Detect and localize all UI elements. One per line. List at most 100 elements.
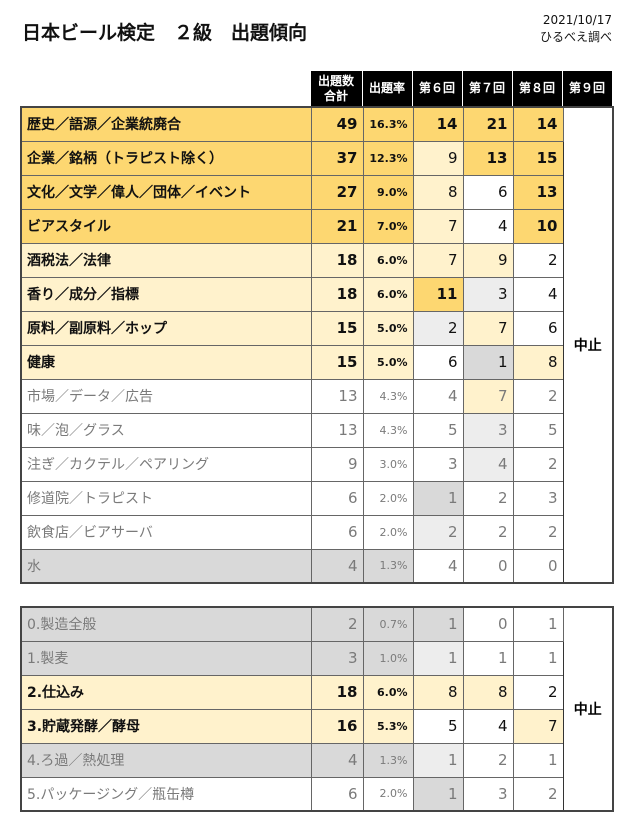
total: 18 — [310, 242, 364, 278]
rate: 16.3% — [362, 106, 414, 142]
rate: 3.0% — [362, 446, 414, 482]
round-count: 8 — [462, 674, 514, 710]
round-count: 2 — [462, 514, 514, 550]
total: 16 — [310, 708, 364, 744]
table-row: 5.パッケージング／瓶缶樽 6 2.0% 1 3 2 — [20, 776, 613, 812]
data-table: 0.製造全般 2 0.7% 1 0 1 中止 1.製麦 3 1.0% 1 1 1 2.仕込み 18 6.0% 8… — [20, 606, 614, 812]
column-header-line: 合計 — [323, 88, 348, 103]
blank — [20, 70, 310, 107]
row-label: 水 — [20, 548, 312, 584]
total: 3 — [310, 640, 364, 676]
row-label: 酒税法／法律 — [20, 242, 312, 278]
total: 4 — [310, 548, 364, 584]
row-label: 文化／文学／偉人／団体／イベント — [20, 174, 312, 210]
table-row: 3.貯蔵発酵／酵母 16 5.3% 5 4 7 — [20, 708, 613, 744]
row-label: 市場／データ／広告 — [20, 378, 312, 414]
row-label: 歴史／語源／企業統廃合 — [20, 106, 312, 142]
round-count: 8 — [412, 674, 464, 710]
round-count: 2 — [512, 446, 564, 482]
total: 37 — [310, 140, 364, 176]
rate: 7.0% — [362, 208, 414, 244]
row-label: 注ぎ／カクテル／ペアリング — [20, 446, 312, 482]
round-count: 4 — [462, 446, 514, 482]
round-count: 2 — [462, 480, 514, 516]
round-count: 0 — [512, 548, 564, 584]
rate: 5.3% — [362, 708, 414, 744]
total: 21 — [310, 208, 364, 244]
round-count: 1 — [462, 344, 514, 380]
table-row: 歴史／語源／企業統廃合 49 16.3% 14 21 14 中止 — [20, 106, 614, 584]
row-label: 飲食店／ビアサーバ — [20, 514, 312, 550]
rate: 2.0% — [362, 776, 414, 812]
round-count: 1 — [412, 606, 464, 642]
table-row: 味／泡／グラス 13 4.3% 5 3 5 — [20, 412, 613, 448]
column-header: 出題率 — [361, 70, 413, 107]
total: 13 — [310, 412, 364, 448]
round-count: 2 — [512, 378, 564, 414]
table-row: 企業／銘柄（トラピスト除く） 37 12.3% 9 13 15 — [20, 140, 613, 176]
round-count: 1 — [462, 640, 514, 676]
round-count: 15 — [512, 140, 564, 176]
table-row: 注ぎ／カクテル／ペアリング 9 3.0% 3 4 2 — [20, 446, 613, 482]
table-row: 飲食店／ビアサーバ 6 2.0% 2 2 2 — [20, 514, 613, 550]
total: 15 — [310, 344, 364, 380]
round-count: 5 — [512, 412, 564, 448]
round-count: 2 — [412, 310, 464, 346]
rate: 6.0% — [362, 242, 414, 278]
column-header: 出題数 合計 — [309, 70, 363, 107]
round-count: 7 — [512, 708, 564, 744]
round-count: 10 — [512, 208, 564, 244]
row-label: 企業／銘柄（トラピスト除く） — [20, 140, 312, 176]
row-label: 3.貯蔵発酵／酵母 — [20, 708, 312, 744]
row-label: 味／泡／グラス — [20, 412, 312, 448]
round-count: 11 — [412, 276, 464, 312]
round-count: 3 — [412, 446, 464, 482]
total: 6 — [310, 514, 364, 550]
round-count: 2 — [412, 514, 464, 550]
round-count: 1 — [512, 640, 564, 676]
rate: 5.0% — [362, 310, 414, 346]
date: 2021/10/17 — [542, 13, 612, 27]
round-count: 7 — [462, 310, 514, 346]
total: 27 — [310, 174, 364, 210]
meta: 2021/10/17 ひるべえ調べ — [540, 12, 612, 46]
total: 18 — [310, 674, 364, 710]
round-count: 1 — [512, 742, 564, 778]
row-label: 0.製造全般 — [20, 606, 312, 642]
round-count: 0 — [462, 606, 514, 642]
table-row: 水 4 1.3% 4 0 0 — [20, 548, 613, 584]
round-count: 2 — [512, 242, 564, 278]
rate: 4.3% — [362, 378, 414, 414]
row-label: 香り／成分／指標 — [20, 276, 312, 312]
table-row: 原料／副原料／ホップ 15 5.0% 2 7 6 — [20, 310, 613, 346]
round-count: 5 — [412, 708, 464, 744]
rate: 9.0% — [362, 174, 414, 210]
header-row: 出題数 合計 出題率 第６回 第７回 第８回 第９回 — [20, 70, 613, 107]
round-count: 2 — [512, 514, 564, 550]
table-row: 酒税法／法律 18 6.0% 7 9 2 — [20, 242, 613, 278]
row-label: 4.ろ過／熱処理 — [20, 742, 312, 778]
total: 4 — [310, 742, 364, 778]
round-count: 4 — [412, 378, 464, 414]
row-label: 修道院／トラピスト — [20, 480, 312, 516]
rate: 4.3% — [362, 412, 414, 448]
round-count: 3 — [462, 776, 514, 812]
round-count: 7 — [412, 242, 464, 278]
rate: 6.0% — [362, 674, 414, 710]
rate: 6.0% — [362, 276, 414, 312]
row-label: ビアスタイル — [20, 208, 312, 244]
rate: 2.0% — [362, 480, 414, 516]
row-label: 1.製麦 — [20, 640, 312, 676]
total: 49 — [310, 106, 364, 142]
round-count: 5 — [412, 412, 464, 448]
round-count: 14 — [512, 106, 564, 142]
round-count: 9 — [412, 140, 464, 176]
round-count: 4 — [462, 708, 514, 744]
round-count: 21 — [462, 106, 514, 142]
rate: 2.0% — [362, 514, 414, 550]
round-count: 8 — [512, 344, 564, 380]
round-count: 3 — [462, 276, 514, 312]
column-header: 第６回 — [411, 70, 463, 107]
table-row: 香り／成分／指標 18 6.0% 11 3 4 — [20, 276, 613, 312]
round-count: 6 — [462, 174, 514, 210]
